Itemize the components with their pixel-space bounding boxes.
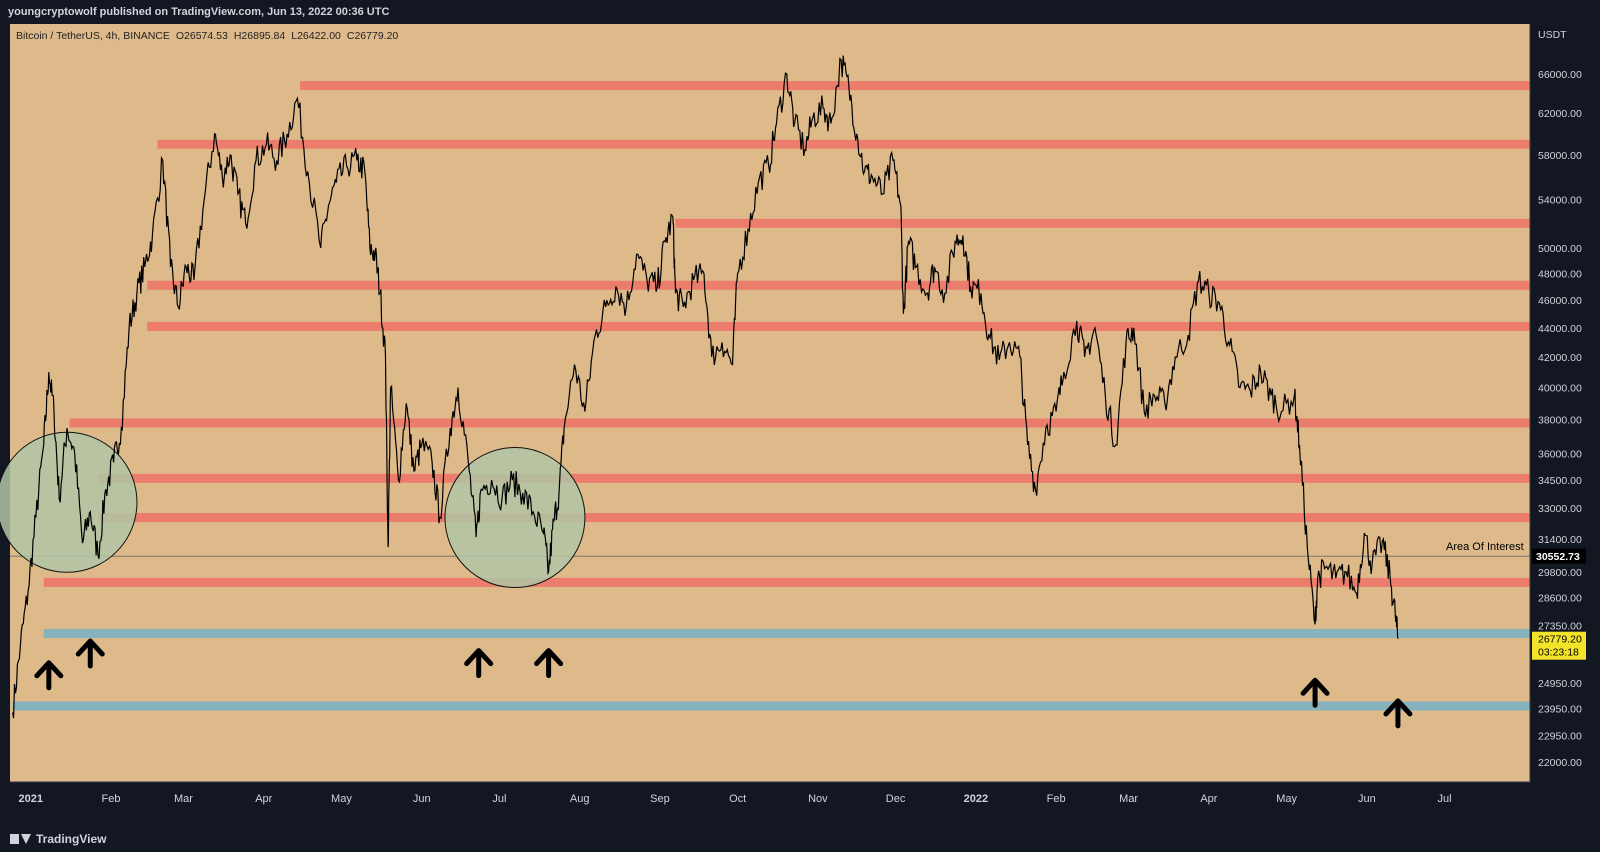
ohlc-close: C26779.20 <box>347 30 399 42</box>
countdown-text: 03:23:18 <box>1538 647 1579 659</box>
up-arrow <box>1383 698 1413 729</box>
publish-header: youngcryptowolf published on TradingView… <box>0 0 1600 24</box>
x-tick-label: 2022 <box>964 793 988 805</box>
y-tick-label: 28600.00 <box>1538 593 1582 605</box>
current-price-text: 26779.20 <box>1538 634 1582 646</box>
x-tick-label: May <box>331 793 352 805</box>
y-tick-label: 62000.00 <box>1538 108 1582 120</box>
resistance-level <box>147 321 1530 331</box>
y-tick-label: 31400.00 <box>1538 534 1582 546</box>
y-tick-label: 42000.00 <box>1538 352 1582 364</box>
resistance-level <box>675 218 1530 228</box>
up-arrow <box>464 648 494 679</box>
symbol-name: Bitcoin / TetherUS, 4h, BINANCE <box>16 30 170 42</box>
x-tick-label: Jul <box>1438 793 1452 805</box>
x-tick-label: Jul <box>492 793 506 805</box>
current-price-tag-background <box>1532 631 1586 660</box>
footer-bar: TradingView <box>0 826 1600 852</box>
y-tick-label: 34500.00 <box>1538 475 1582 487</box>
y-tick-label: 44000.00 <box>1538 323 1582 335</box>
y-tick-label: 54000.00 <box>1538 195 1582 207</box>
y-tick-label: 38000.00 <box>1538 415 1582 427</box>
y-tick-label: 36000.00 <box>1538 449 1582 461</box>
price-series-line <box>12 55 1399 719</box>
x-tick-label: 2021 <box>18 793 42 805</box>
ohlc-high: H26895.84 <box>234 30 286 42</box>
tradingview-logo[interactable]: TradingView <box>10 826 106 852</box>
y-axis-unit: USDT <box>1538 29 1567 41</box>
price-chart[interactable]: Area Of Interest Bitcoin / TetherUS, 4h,… <box>0 24 1600 826</box>
ohlc-low: L26422.00 <box>291 30 341 42</box>
resistance-level <box>147 280 1530 290</box>
x-tick-label: Jun <box>413 793 431 805</box>
y-tick-label: 50000.00 <box>1538 243 1582 255</box>
y-tick-label: 58000.00 <box>1538 150 1582 162</box>
plot-background <box>10 24 1530 782</box>
support-level <box>12 701 1530 711</box>
x-tick-label: Sep <box>650 793 670 805</box>
y-tick-label: 22000.00 <box>1538 757 1582 769</box>
y-tick-label: 48000.00 <box>1538 268 1582 280</box>
x-axis-ticks: 2021 Feb Mar Apr May Jun Jul Aug Sep Oct Nov Dec 202… <box>18 793 1451 805</box>
area-of-interest-label: Area Of Interest <box>1446 541 1524 553</box>
resistance-level <box>98 513 1530 523</box>
x-tick-label: Nov <box>808 793 828 805</box>
x-tick-label: Feb <box>1047 793 1066 805</box>
y-tick-label: 33000.00 <box>1538 503 1582 515</box>
y-tick-label: 40000.00 <box>1538 383 1582 395</box>
x-tick-label: Mar <box>174 793 193 805</box>
support-level <box>43 629 1530 639</box>
up-arrow <box>75 638 105 669</box>
price-axis-background <box>1530 24 1600 826</box>
y-tick-label: 24950.00 <box>1538 678 1582 690</box>
resistance-level <box>43 577 1530 587</box>
resistance-level <box>69 418 1530 428</box>
y-tick-label: 27350.00 <box>1538 621 1582 633</box>
area-of-interest-price-tag: 30552.73 <box>1532 548 1586 564</box>
time-axis-background <box>0 782 1530 826</box>
y-axis-ticks: 66000.00 62000.00 58000.00 54000.00 50000.00… <box>1538 69 1582 769</box>
x-tick-label: Apr <box>255 793 272 805</box>
resistance-level <box>157 139 1531 149</box>
x-tick-label: Apr <box>1200 793 1217 805</box>
tradingview-logo-icon <box>10 833 31 845</box>
x-tick-label: Jun <box>1358 793 1376 805</box>
y-tick-label: 22950.00 <box>1538 730 1582 742</box>
ohlc-open: O26574.53 <box>176 30 228 42</box>
x-tick-label: Aug <box>570 793 590 805</box>
x-tick-label: Feb <box>102 793 121 805</box>
up-arrow <box>34 660 64 691</box>
x-tick-label: Dec <box>886 793 906 805</box>
x-tick-label: Mar <box>1119 793 1138 805</box>
y-tick-label: 66000.00 <box>1538 69 1582 81</box>
up-arrow <box>534 648 564 679</box>
brand-name: TradingView <box>36 832 107 846</box>
up-arrow <box>1300 677 1330 708</box>
y-tick-label: 29800.00 <box>1538 567 1582 579</box>
current-price-tag: 26779.20 03:23:18 <box>1532 631 1586 660</box>
aoi-tag-background <box>1532 548 1586 564</box>
resistance-level <box>98 473 1530 483</box>
y-tick-label: 23950.00 <box>1538 704 1582 716</box>
x-tick-label: Oct <box>729 793 746 805</box>
publish-info: youngcryptowolf published on TradingView… <box>8 6 390 18</box>
resistance-level <box>300 81 1530 91</box>
highlight-circle <box>0 431 138 573</box>
levels-layer <box>12 81 1531 711</box>
y-tick-label: 46000.00 <box>1538 295 1582 307</box>
highlight-circle <box>444 447 586 589</box>
x-tick-label: May <box>1276 793 1297 805</box>
arrows-layer <box>34 638 1413 729</box>
aoi-tag-text: 30552.73 <box>1536 551 1580 563</box>
